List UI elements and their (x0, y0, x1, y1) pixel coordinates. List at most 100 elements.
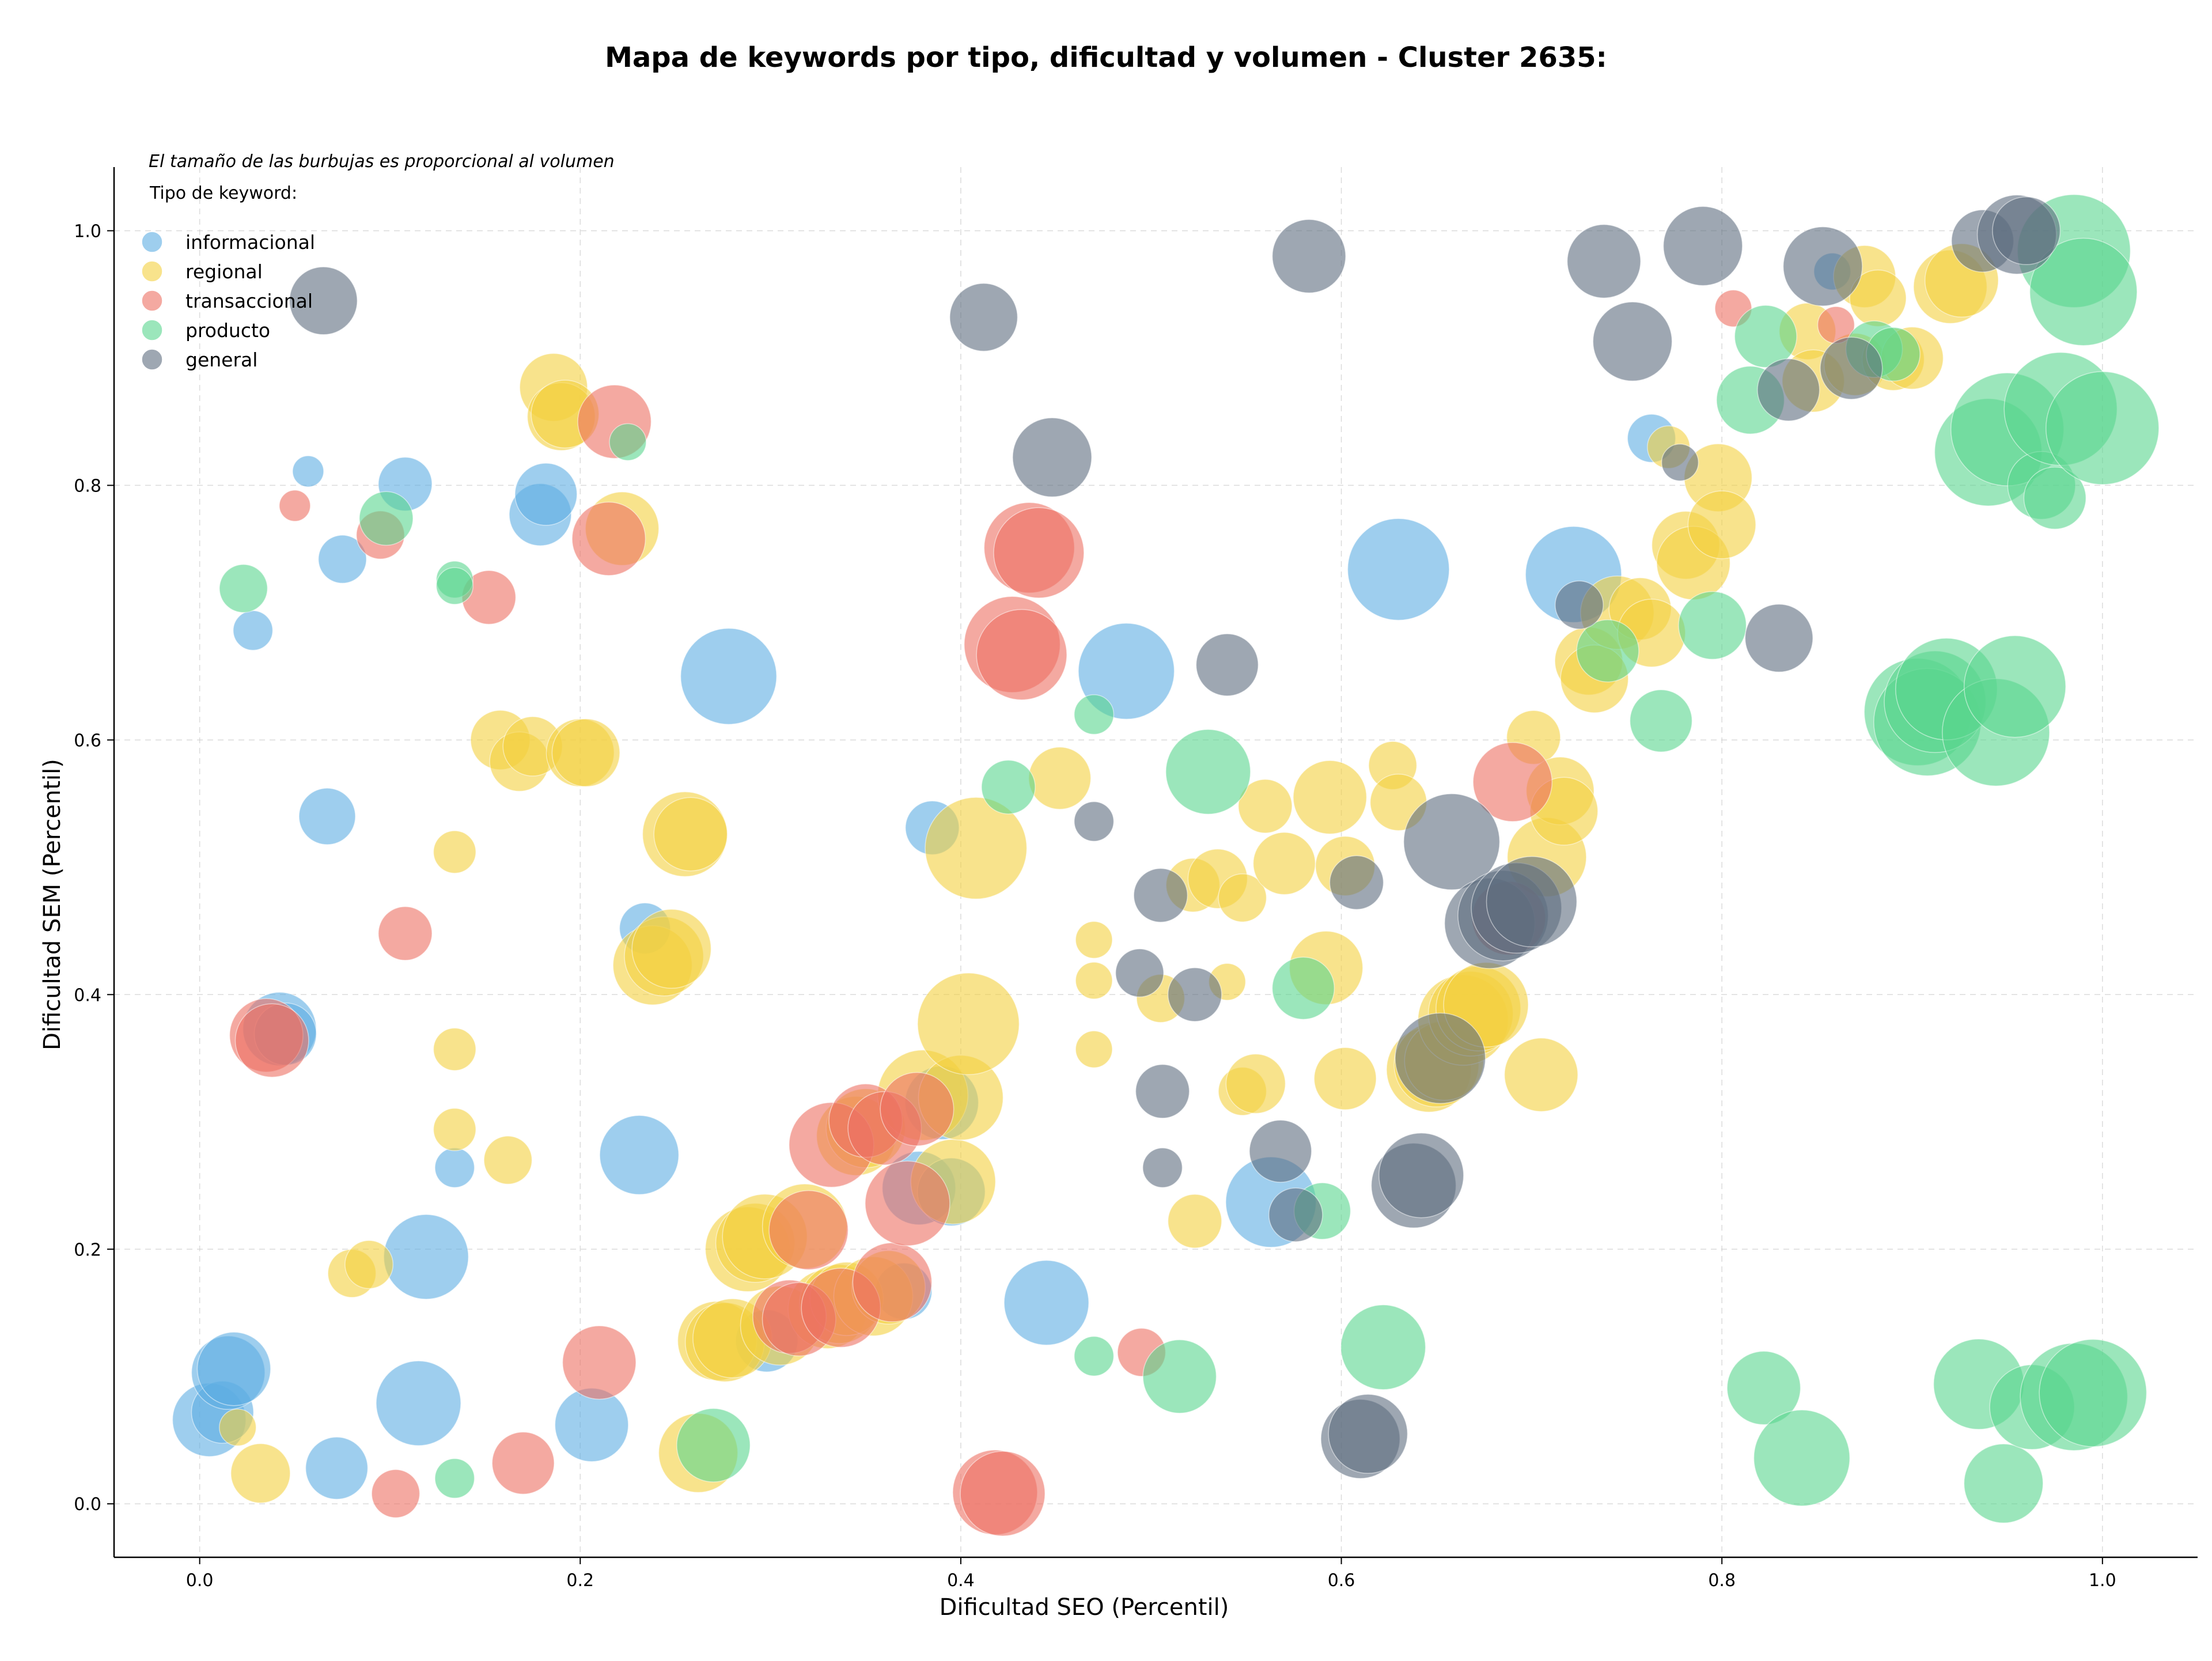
bubble-informacional-4 (233, 610, 274, 651)
bubble-regional-59 (1313, 1047, 1377, 1110)
bubble-producto-17 (1678, 591, 1747, 660)
bubble-transaccional-28 (1472, 741, 1553, 822)
bubble-regional-5 (433, 1027, 476, 1071)
y-axis-label: Dificultad SEM (Percentil) (39, 759, 66, 1050)
bubble-general-29 (1744, 604, 1813, 673)
legend-marker-producto (141, 319, 163, 341)
axes-layer: 0.0 0.2 0.4 0.6 0.8 1.0 0.0 0.2 0.4 0.6 0.8 1.0 (74, 167, 2198, 1591)
x-axis-label: Dificultad SEO (Percentil) (940, 1594, 1229, 1621)
bubble-producto-10 (1142, 1339, 1217, 1414)
bubble-transaccional-4 (371, 1469, 421, 1518)
bubble-regional-3 (344, 1240, 394, 1289)
bubble-producto-19 (1726, 1350, 1801, 1425)
bubble-general-3 (1074, 801, 1115, 842)
bubble-informacional-10 (317, 535, 367, 584)
bubble-regional-55 (1238, 778, 1293, 834)
bubble-informacional-17 (554, 1387, 629, 1462)
bubble-transaccional-20 (880, 1072, 955, 1147)
bubble-transaccional-26 (993, 507, 1085, 599)
x-tick-label-3: 0.6 (1328, 1571, 1355, 1591)
bubble-producto-31 (1963, 1443, 2044, 1524)
y-tick-label-0: 0.0 (74, 1494, 101, 1515)
bubble-general-2 (1012, 417, 1092, 498)
bubble-producto-9 (1074, 1335, 1115, 1376)
bubble-producto-3 (435, 567, 474, 605)
bubble-producto-8 (1074, 694, 1115, 735)
bubble-transaccional-7 (491, 1431, 555, 1495)
bubble-general-27 (1661, 444, 1699, 482)
bubble-informacional-27 (1003, 1259, 1089, 1346)
bubble-producto-6 (676, 1408, 751, 1482)
bubble-transaccional-9 (571, 501, 646, 576)
bubble-regional-43 (1028, 747, 1092, 810)
chart-title: Mapa de keywords por tipo, dificultad y … (605, 41, 1607, 74)
bubble-general-11 (1268, 1187, 1323, 1242)
legend-marker-general (141, 349, 163, 370)
bubble-general-30 (1757, 358, 1820, 422)
legend-label-transaccional: transaccional (185, 290, 313, 312)
y-tick-label-3: 0.6 (74, 731, 101, 751)
bubble-informacional-28 (1078, 622, 1175, 720)
bubble-regional-42 (925, 797, 1028, 900)
bubble-producto-1 (359, 491, 414, 546)
bubble-general-35 (1992, 196, 2061, 266)
bubble-regional-19 (631, 909, 712, 989)
bubble-producto-21 (1753, 1409, 1850, 1507)
y-tick-label-1: 0.2 (74, 1240, 101, 1260)
legend-label-informacional: informacional (185, 231, 315, 253)
y-tick-label-2: 0.4 (74, 985, 101, 1005)
bubble-transaccional-8 (562, 1325, 637, 1400)
bubble-producto-14 (1340, 1304, 1426, 1390)
bubble-general-9 (1195, 633, 1259, 697)
bubble-general-32 (1820, 336, 1883, 400)
bubble-general-17 (1378, 1132, 1464, 1219)
y-tick-label-4: 0.8 (74, 476, 101, 496)
bubble-general-13 (1329, 855, 1384, 910)
bubble-producto-15 (1576, 619, 1639, 683)
bubble-informacional-7 (292, 455, 324, 487)
bubble-producto-4 (434, 1458, 475, 1499)
bubble-informacional-8 (298, 788, 356, 845)
bubble-producto-40 (2029, 237, 2138, 346)
legend-marker-regional (141, 260, 163, 282)
bubble-informacional-13 (383, 1214, 469, 1300)
bubble-transaccional-19 (865, 1160, 950, 1246)
bubble-regional-4 (433, 830, 476, 874)
bubble-regional-0 (219, 1408, 257, 1447)
bubble-producto-36 (2023, 466, 2086, 530)
bubble-transaccional-18 (852, 1242, 933, 1323)
x-tick-label-5: 1.0 (2089, 1571, 2116, 1591)
bubble-general-15 (1328, 1394, 1408, 1474)
legend-label-regional: regional (185, 260, 263, 283)
bubble-regional-54 (1225, 1053, 1286, 1114)
bubble-regional-84 (1687, 490, 1756, 559)
bubble-general-19 (1403, 793, 1501, 891)
bubble-regional-56 (1252, 832, 1316, 895)
bubble-informacional-9 (305, 1436, 369, 1500)
bubble-informacional-20 (680, 627, 777, 725)
bubble-regional-53 (1218, 873, 1267, 922)
bubble-regional-15 (551, 718, 620, 788)
bubble-general-4 (1115, 948, 1164, 998)
bubble-producto-5 (609, 423, 647, 461)
legend: informacional regional transaccional produc… (141, 231, 315, 371)
bubble-general-26 (1592, 301, 1673, 382)
bubble-regional-44 (1075, 921, 1113, 959)
legend-title: Tipo de keyword: (149, 183, 297, 203)
x-tick-label-0: 0.0 (186, 1571, 214, 1591)
bubble-producto-11 (1165, 729, 1251, 815)
bubble-regional-21 (653, 797, 728, 872)
x-tick-label-4: 0.8 (1708, 1571, 1736, 1591)
bubble-informacional-16 (514, 463, 578, 526)
bubble-transaccional-1 (234, 1003, 309, 1078)
bubble-general-18 (1395, 1012, 1486, 1104)
bubble-transaccional-22 (960, 1451, 1046, 1537)
bubble-size-note: El tamaño de las burbujas es proporciona… (149, 152, 615, 172)
bubble-general-12 (1271, 219, 1346, 294)
legend-label-general: general (185, 349, 257, 371)
bubble-regional-46 (1075, 1030, 1113, 1068)
bubble-informacional-14 (434, 1147, 475, 1188)
bubble-general-24 (1555, 580, 1604, 630)
bubble-general-5 (1133, 868, 1188, 923)
bubble-regional-41 (917, 973, 1020, 1076)
